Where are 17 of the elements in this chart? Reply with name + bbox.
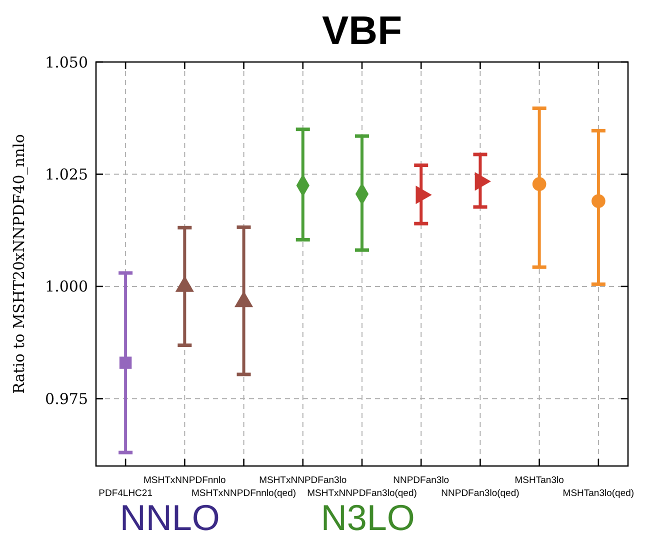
x-tick-label: MSHTxNNPDFnnlo(qed) bbox=[192, 488, 296, 499]
x-tick-label: MSHTan3lo(qed) bbox=[562, 488, 634, 499]
x-tick-label: MSHTan3lo bbox=[514, 475, 564, 486]
text: NNLO bbox=[120, 497, 220, 537]
y-tick-label: 1.025 bbox=[45, 165, 88, 184]
x-tick-label: MSHTxNNPDFnnlo bbox=[143, 475, 226, 486]
y-tick-label: 1.050 bbox=[45, 53, 88, 72]
text: N3LO bbox=[320, 497, 415, 537]
x-tick-label: NNPDFan3lo(qed) bbox=[441, 488, 520, 499]
x-tick-label: NNPDFan3lo bbox=[393, 475, 450, 486]
x-tick-label: MSHTxNNPDFan3lo(qed) bbox=[307, 488, 417, 499]
y-axis-title: Ratio to MSHT20xNNPDF40_nnlo bbox=[10, 134, 28, 394]
chart-title: VBF bbox=[322, 9, 402, 53]
x-tick-label: MSHTxNNPDFan3lo bbox=[259, 475, 347, 486]
y-tick-label: 0.975 bbox=[45, 390, 88, 408]
x-tick-label: PDF4LHC21 bbox=[98, 488, 152, 499]
y-tick-label: 1.000 bbox=[45, 278, 88, 296]
